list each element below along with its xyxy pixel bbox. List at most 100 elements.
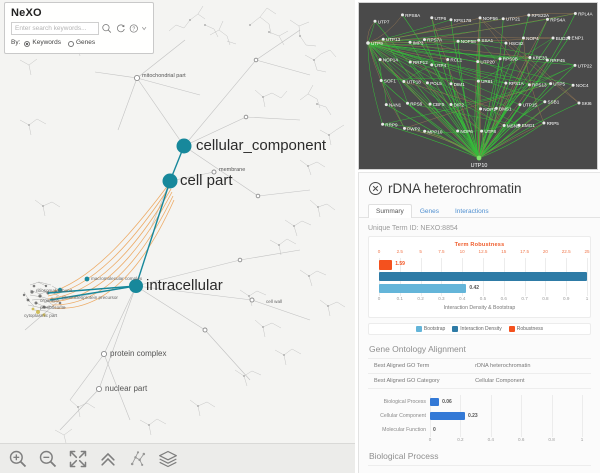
axis-tick: 0.6: [500, 296, 507, 301]
network-node[interactable]: [567, 36, 571, 40]
network-edge: [450, 83, 482, 132]
network-node[interactable]: [449, 103, 453, 107]
network-node[interactable]: [402, 126, 406, 130]
network-node-label: NOP58: [461, 39, 477, 44]
help-icon[interactable]: ?: [128, 22, 140, 35]
network-node[interactable]: [400, 13, 404, 17]
network-node[interactable]: [449, 18, 453, 22]
tab-summary[interactable]: Summary: [368, 204, 412, 218]
section-title-biological-process: Biological Process: [369, 451, 439, 461]
network-node-label: RPS6: [410, 101, 422, 106]
radio-keywords-label[interactable]: Keywords: [32, 39, 61, 46]
network-node[interactable]: [456, 39, 460, 43]
radio-genes[interactable]: [67, 40, 74, 47]
network-node[interactable]: [545, 58, 549, 62]
legend-item-bootstrap[interactable]: Bootstrap: [415, 326, 445, 332]
ontology-tree-panel[interactable]: cellular_component cell part intracellul…: [0, 0, 355, 473]
network-edge: [382, 124, 425, 132]
network-node-label: NAN1: [389, 103, 402, 108]
network-node[interactable]: [571, 83, 575, 87]
network-node[interactable]: [527, 83, 531, 87]
network-node[interactable]: [379, 78, 383, 82]
refresh-icon[interactable]: [115, 22, 127, 35]
zoom-out-icon[interactable]: [38, 449, 58, 469]
network-edge: [478, 58, 501, 159]
network-node[interactable]: [502, 123, 506, 127]
network-node[interactable]: [476, 79, 480, 83]
interaction-network-graphic[interactable]: UTP7 RPS8A UTP6 RPS17B NOP56 UTP21 RPS22ARPS4A…: [359, 3, 598, 170]
network-node[interactable]: [381, 37, 385, 41]
zoom-in-icon[interactable]: [8, 449, 28, 469]
network-node[interactable]: [517, 123, 521, 127]
network-node[interactable]: [423, 129, 427, 133]
network-node[interactable]: [504, 41, 508, 45]
network-node[interactable]: [494, 106, 498, 110]
network-node[interactable]: [422, 38, 426, 42]
network-node[interactable]: [373, 19, 377, 23]
network-node[interactable]: [384, 103, 388, 107]
axis-tick: 0.4: [458, 296, 466, 301]
search-icon[interactable]: [101, 22, 113, 35]
radio-genes-label[interactable]: Genes: [75, 39, 96, 46]
axis-tick: 15: [501, 249, 507, 254]
network-node[interactable]: [549, 82, 553, 86]
search-panel[interactable]: NeXO ? By:: [4, 2, 154, 54]
grid-line: [521, 395, 523, 409]
network-node[interactable]: [405, 101, 409, 105]
network-node[interactable]: [449, 82, 453, 86]
go-bar-value-label: 0.06: [442, 399, 452, 405]
collapse-icon[interactable]: [98, 449, 118, 469]
network-node[interactable]: [477, 38, 481, 42]
network-node[interactable]: [521, 36, 525, 40]
network-node[interactable]: [456, 129, 460, 133]
network-node[interactable]: [402, 80, 406, 84]
network-hub-node[interactable]: [476, 155, 482, 161]
tab-genes[interactable]: Genes: [419, 208, 439, 215]
go-bar-row-biological-process: Biological Process 0.06: [368, 395, 591, 409]
network-node[interactable]: [527, 13, 531, 17]
network-node[interactable]: [573, 63, 577, 67]
search-input[interactable]: [11, 22, 99, 35]
network-icon[interactable]: [128, 449, 148, 469]
network-node[interactable]: [378, 58, 382, 62]
network-node[interactable]: [528, 55, 532, 59]
network-node[interactable]: [542, 121, 546, 125]
network-node[interactable]: [478, 16, 482, 20]
network-node[interactable]: [428, 102, 432, 106]
radio-keywords[interactable]: [24, 40, 31, 47]
network-node[interactable]: [551, 36, 555, 40]
network-node[interactable]: [543, 100, 547, 104]
network-node[interactable]: [430, 63, 434, 67]
close-icon[interactable]: [368, 181, 383, 196]
layers-icon[interactable]: [158, 449, 178, 469]
network-node[interactable]: [498, 57, 502, 61]
network-node[interactable]: [476, 60, 480, 64]
bar-bootstrap: [379, 284, 467, 293]
network-edge: [367, 42, 387, 105]
network-node[interactable]: [545, 17, 549, 21]
network-node[interactable]: [501, 17, 505, 21]
network-node[interactable]: [446, 57, 450, 61]
term-details-panel[interactable]: rDNA heterochromatin Summary Genes Inter…: [358, 172, 600, 473]
network-node[interactable]: [518, 103, 522, 107]
network-node[interactable]: [480, 129, 484, 133]
ontology-tree-graphic[interactable]: [0, 0, 355, 473]
network-node-label: SSA1: [481, 38, 493, 43]
network-node-label: SOF1: [384, 78, 396, 83]
network-node[interactable]: [366, 41, 370, 45]
network-node[interactable]: [430, 16, 434, 20]
network-node[interactable]: [408, 60, 412, 64]
network-node[interactable]: [573, 11, 577, 15]
network-node[interactable]: [381, 122, 385, 126]
interaction-network-panel[interactable]: UTP7 RPS8A UTP6 RPS17B NOP56 UTP21 RPS22A RPS4A…: [358, 2, 598, 170]
legend-item-robustness[interactable]: Robustness: [508, 326, 543, 332]
network-node[interactable]: [504, 81, 508, 85]
network-node[interactable]: [408, 40, 412, 44]
fit-to-screen-icon[interactable]: [68, 449, 88, 469]
chevron-down-icon[interactable]: [141, 24, 147, 34]
tab-interactions[interactable]: Interactions: [454, 208, 489, 215]
network-node[interactable]: [479, 107, 483, 111]
legend-item-interaction-density[interactable]: Interaction Density: [452, 326, 502, 332]
network-node[interactable]: [425, 81, 429, 85]
network-node[interactable]: [577, 101, 581, 105]
